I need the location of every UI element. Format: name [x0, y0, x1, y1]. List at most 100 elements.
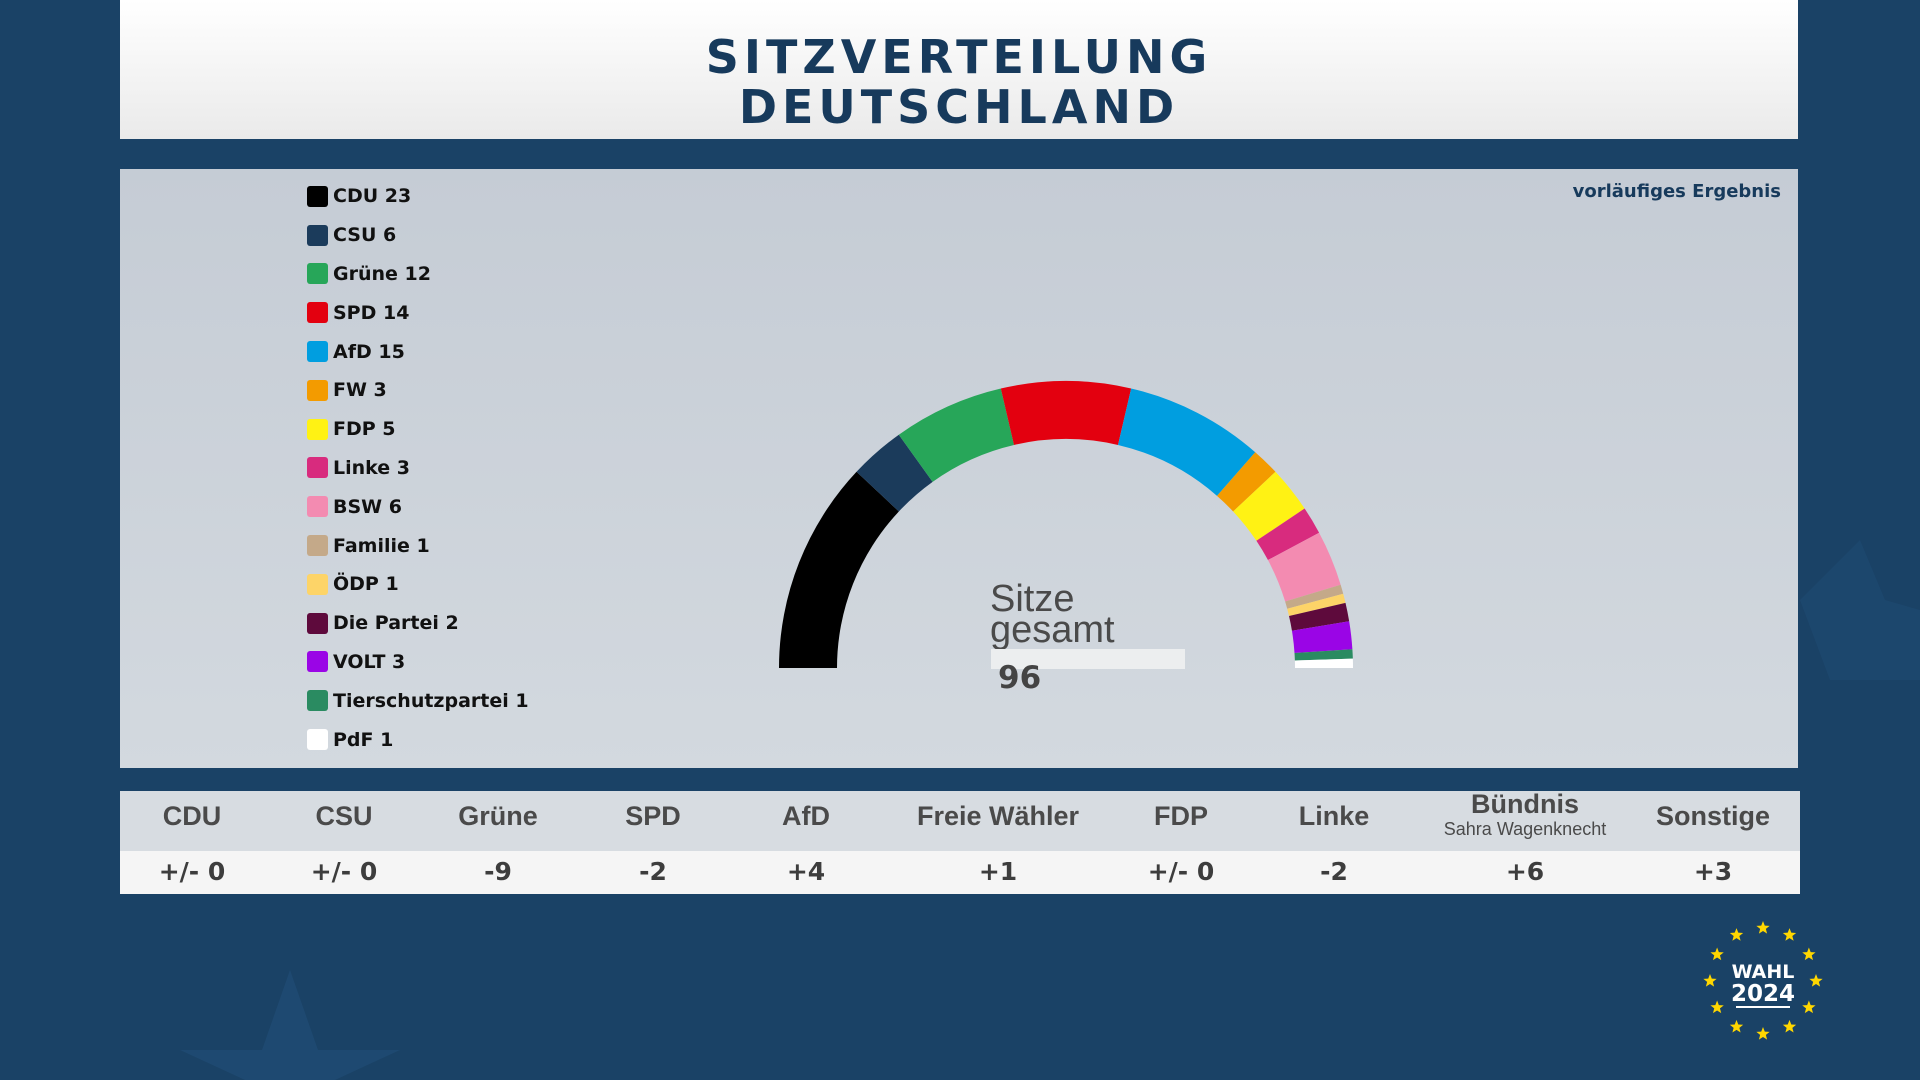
legend-swatch	[307, 185, 328, 207]
legend-swatch	[307, 418, 328, 440]
chart-panel: vorläufiges Ergebnis CDU 23 CSU 6 Grüne 12…	[120, 169, 1798, 768]
hemicycle-segment-fdp	[1233, 471, 1305, 541]
logo-star-icon	[1782, 1019, 1797, 1033]
seat-change-header-row: CDU CSU Grüne SPD AfD Freie Wähler FDP Linke Bün…	[120, 790, 1800, 851]
legend-item-die-partei: Die Partei 2	[307, 604, 529, 643]
legend-item-spd: SPD 14	[307, 293, 529, 332]
legend-swatch	[307, 612, 328, 634]
legend-label: Die Partei 2	[333, 612, 459, 635]
change-party-name: Linke	[1298, 801, 1370, 831]
hemicycle-segment-die-partei	[1289, 602, 1350, 631]
change-party-cdu: CDU	[163, 801, 222, 832]
seat-change-table: CDU CSU Grüne SPD AfD Freie Wähler FDP Linke Bün…	[120, 790, 1800, 894]
logo-star-icon	[1703, 974, 1717, 987]
legend-label: Tierschutzpartei 1	[333, 689, 529, 712]
legend-item-csu: CSU 6	[307, 216, 529, 255]
logo-text-wahl: WAHL	[1732, 961, 1795, 983]
legend-item-pdf: PdF 1	[307, 720, 529, 759]
legend-label: FW 3	[333, 379, 387, 402]
legend-label: VOLT 3	[333, 650, 406, 673]
logo-underline	[1736, 1006, 1790, 1008]
page-title-line2: DEUTSCHLAND	[738, 80, 1180, 134]
change-party-name: CDU	[162, 801, 222, 831]
background-star	[180, 970, 400, 1080]
change-value-sonstige: +3	[1693, 857, 1733, 886]
legend-item-oedp: ÖDP 1	[307, 565, 529, 604]
change-party-buendnis: Bündnis Sahra Wagenknecht	[1444, 790, 1606, 840]
logo-star-icon	[1756, 1027, 1770, 1040]
change-party-name: Grüne	[458, 801, 538, 831]
change-value-spd: -2	[639, 857, 667, 886]
legend-swatch	[307, 651, 328, 673]
legend-label: CDU 23	[333, 185, 412, 208]
hemicycle-segment-tierschutzpartei	[1294, 649, 1353, 661]
change-party-fdp: FDP	[1154, 801, 1208, 832]
change-party-freie-waehler: Freie Wähler	[917, 801, 1079, 832]
hemicycle-segment-fw	[1216, 452, 1276, 512]
legend-item-fdp: FDP 5	[307, 410, 529, 449]
total-seats-underline	[991, 649, 1185, 669]
hemicycle-segment-pdf	[1294, 658, 1353, 668]
legend-item-cdu: CDU 23	[307, 177, 529, 216]
legend-label: Familie 1	[333, 534, 430, 557]
total-seats-label-line2: gesamt	[990, 609, 1115, 651]
legend-label: Linke 3	[333, 456, 410, 479]
hemicycle-segment-bsw	[1267, 532, 1341, 602]
legend-item-tierschutzpartei: Tierschutzpartei 1	[307, 681, 529, 720]
page-title-line1: SITZVERTEILUNG	[705, 30, 1213, 84]
change-party-name: Sonstige	[1655, 801, 1771, 831]
change-party-subtitle: Sahra Wagenknecht	[1443, 819, 1607, 839]
change-value-fdp: +/- 0	[1147, 857, 1215, 886]
legend-item-bsw: BSW 6	[307, 487, 529, 526]
legend-swatch	[307, 263, 328, 285]
chart-legend: CDU 23 CSU 6 Grüne 12 SPD 14 AfD 15 FW 3 FDP 5…	[307, 177, 529, 759]
change-party-afd: AfD	[782, 801, 830, 832]
hemicycle-segment-afd	[1118, 388, 1256, 496]
background-star	[1800, 540, 1920, 680]
change-party-name: SPD	[625, 801, 681, 831]
legend-label: SPD 14	[333, 301, 410, 324]
legend-label: Grüne 12	[333, 262, 431, 285]
total-seats-label: Sitze gesamt	[990, 580, 1115, 651]
legend-swatch	[307, 496, 328, 518]
legend-swatch	[307, 690, 328, 712]
seat-change-value-row: +/- 0 +/- 0 -9 -2 +4 +1 +/- 0 -2 +6 +3	[120, 851, 1800, 894]
hemicycle-segment-spd	[1000, 381, 1132, 445]
legend-swatch	[307, 457, 328, 479]
change-value-linke: -2	[1320, 857, 1348, 886]
hemicycle-segment-oedp	[1287, 593, 1346, 616]
legend-label: CSU 6	[333, 224, 397, 247]
hemicycle-segment-csu	[856, 434, 933, 512]
legend-swatch	[307, 224, 328, 246]
legend-item-afd: AfD 15	[307, 332, 529, 371]
logo-star-icon	[1809, 974, 1823, 987]
hemicycle-segment-familie	[1285, 584, 1344, 609]
legend-label: BSW 6	[333, 495, 402, 518]
change-value-csu: +/- 0	[310, 857, 378, 886]
change-party-name: AfD	[782, 801, 830, 831]
legend-item-familie: Familie 1	[307, 526, 529, 565]
logo-star-icon	[1729, 1019, 1744, 1033]
logo-star-icon	[1710, 947, 1724, 961]
change-party-linke: Linke	[1299, 801, 1370, 832]
change-party-name: Bündnis	[1471, 789, 1579, 819]
legend-swatch	[307, 341, 328, 363]
change-value-gruene: -9	[484, 857, 512, 886]
logo-text-year: 2024	[1731, 981, 1795, 1007]
hemicycle-segment-cdu	[779, 471, 899, 668]
change-party-gruene: Grüne	[458, 801, 538, 832]
change-party-spd: SPD	[625, 801, 681, 832]
change-party-csu: CSU	[315, 801, 372, 832]
change-value-afd: +4	[786, 857, 826, 886]
legend-label: ÖDP 1	[333, 573, 399, 596]
change-party-sonstige: Sonstige	[1656, 801, 1770, 832]
legend-swatch	[307, 302, 328, 324]
change-party-name: Freie Wähler	[916, 801, 1080, 831]
change-party-name: CSU	[315, 801, 373, 831]
logo-star-icon	[1729, 928, 1744, 941]
logo-star-icon	[1802, 947, 1816, 961]
legend-swatch	[307, 535, 328, 557]
hemicycle-segment-linke	[1256, 508, 1320, 561]
preliminary-result-label: vorläufiges Ergebnis	[1572, 181, 1781, 202]
